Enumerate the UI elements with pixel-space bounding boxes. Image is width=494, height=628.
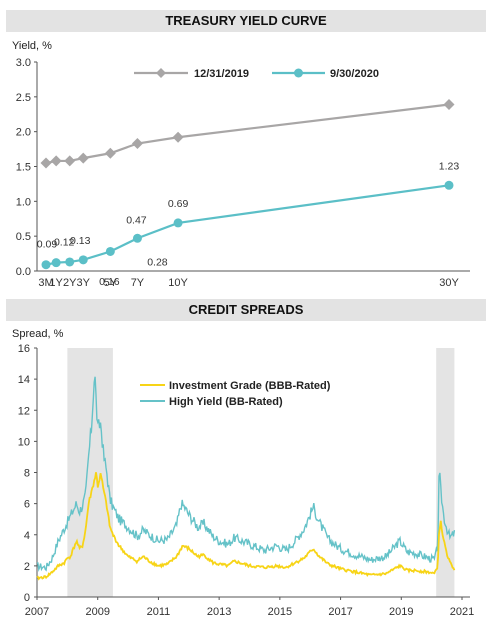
high-yield-line [36,376,456,572]
series-9-30-2020-point [105,246,115,256]
series-9-30-2020-data-label: 1.23 [439,160,460,172]
series-9-30-2020-data-label: 0.47 [126,214,147,226]
series-9-30-2020-point [173,218,183,228]
spreads-x-tick-label: 2013 [207,606,231,618]
yield-curve-title: TREASURY YIELD CURVE [6,10,486,32]
legend-12-31-2019-label: 12/31/2019 [194,68,249,80]
spreads-x-tick-label: 2007 [25,606,49,618]
yield-y-tick-label: 2.0 [16,127,31,139]
yield-x-tick-label: 3Y [77,277,91,289]
spreads-y-tick-label: 6 [24,499,30,511]
spreads-x-tick-label: 2015 [268,606,292,618]
series-9-30-2020-point [132,233,142,243]
yield-y-tick-label: 2.5 [16,92,31,104]
yield-x-tick-label: 1Y [49,277,63,289]
legend-investment-grade-label: Investment Grade (BBB-Rated) [169,380,331,392]
spreads-y-tick-label: 2 [24,561,30,573]
spreads-y-tick-label: 14 [18,374,30,386]
yield-x-tick-label: 10Y [168,277,188,289]
yield-y-tick-label: 1.0 [16,196,31,208]
series-9-30-2020-data-label: 0.09 [37,239,58,251]
series-12-31-2019-point [131,138,143,150]
spreads-y-tick-label: 0 [24,592,30,604]
legend-high-yield-label: High Yield (BB-Rated) [169,396,283,408]
series-12-31-2019-point [77,152,89,164]
series-12-31-2019-point [64,155,76,167]
spreads-y-axis-label: Spread, % [12,328,64,340]
series-12-31-2019-point [104,147,116,159]
series-9-30-2020-point [78,255,88,265]
spreads-y-tick-label: 12 [18,405,30,417]
recession-shade [67,348,113,597]
yield-x-tick-label: 5Y [104,277,118,289]
yield-y-tick-label: 0.5 [16,231,31,243]
yield-x-tick-label: 2Y [63,277,77,289]
series-9-30-2020-data-label: 0.12 [54,237,75,249]
series-12-31-2019-point [443,98,455,110]
spreads-y-tick-label: 10 [18,436,30,448]
spreads-x-tick-label: 2017 [328,606,352,618]
spreads-y-tick-label: 16 [18,343,30,355]
series-9-30-2020-point [41,260,51,270]
series-9-30-2020-point [51,258,61,268]
credit-spreads-title: CREDIT SPREADS [6,299,486,321]
spreads-y-tick-label: 4 [24,530,30,542]
series-9-30-2020-data-label: 0.28 [147,256,168,268]
spreads-x-tick-label: 2009 [85,606,109,618]
series-12-31-2019-point [172,131,184,143]
legend-9-30-2020-label: 9/30/2020 [330,68,379,80]
yield-y-axis-label: Yield, % [12,40,52,52]
series-9-30-2020-point [65,257,75,267]
recession-shade [436,348,455,597]
spreads-x-tick-label: 2011 [147,606,171,618]
yield-y-tick-label: 0.0 [16,266,31,278]
series-9-30-2020-data-label: 0.69 [168,198,189,210]
legend-9-30-2020-marker [294,68,303,78]
yield-x-tick-label: 3M [38,277,53,289]
spreads-x-tick-label: 2021 [450,606,474,618]
series-9-30-2020-point [444,180,454,190]
spreads-x-tick-label: 2019 [389,606,413,618]
yield-x-tick-label: 30Y [439,277,459,289]
investment-grade-line [36,472,456,581]
series-12-31-2019-point [40,157,52,169]
yield-x-tick-label: 7Y [131,277,145,289]
legend-12-31-2019-marker [156,68,166,78]
yield-y-tick-label: 1.5 [16,162,31,174]
series-9-30-2020-data-label: 0.13 [70,235,91,247]
spreads-y-tick-label: 8 [24,468,30,480]
series-9-30-2020-data-label: 0.16 [99,276,120,288]
yield-y-tick-label: 3.0 [16,57,31,69]
series-12-31-2019-point [50,155,62,167]
